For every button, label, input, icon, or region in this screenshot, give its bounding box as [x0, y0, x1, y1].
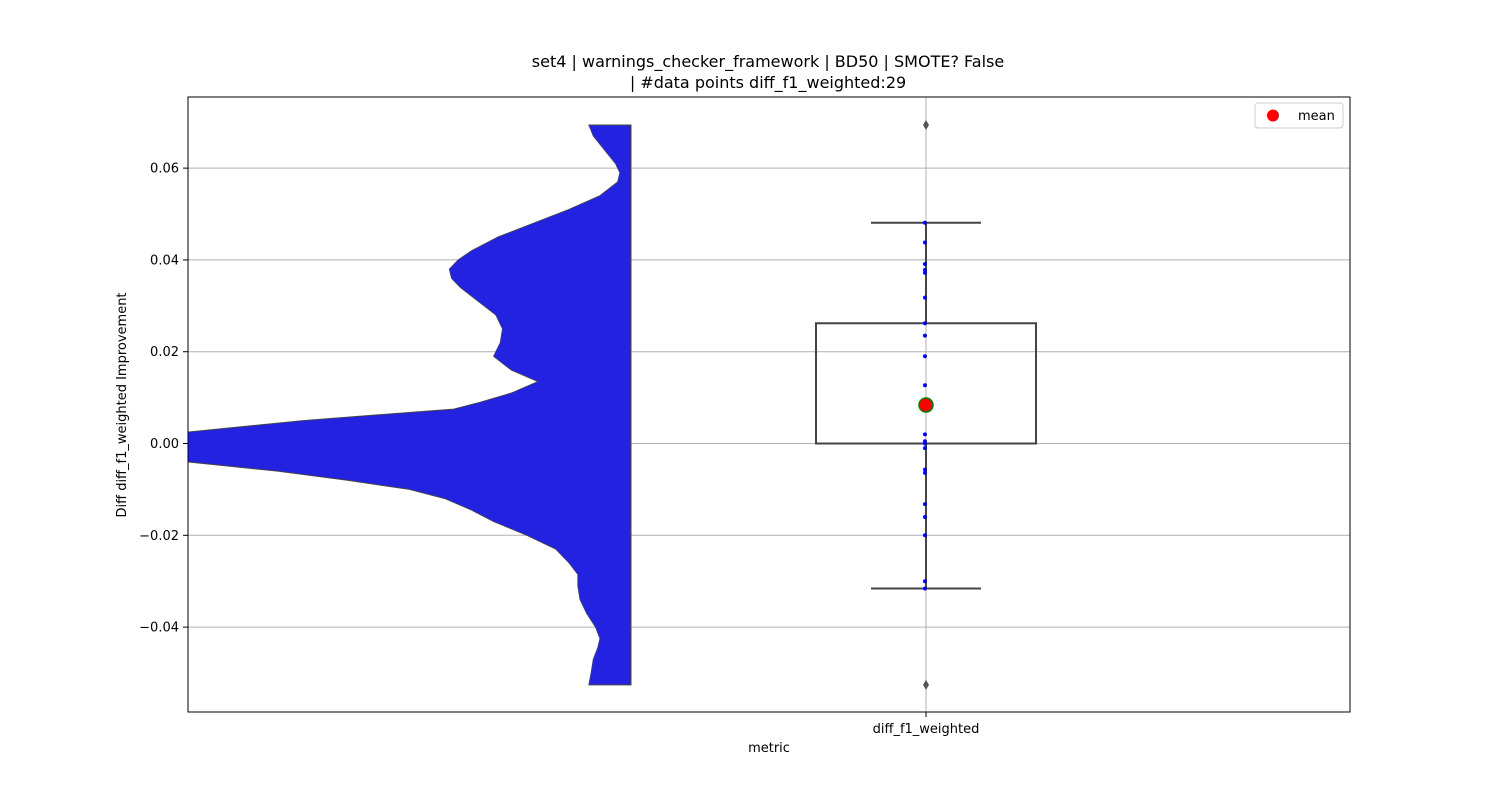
data-point	[923, 470, 927, 475]
data-point	[923, 446, 927, 451]
y-tick-label: −0.02	[139, 529, 179, 544]
data-point	[923, 240, 927, 245]
outlier-point	[923, 119, 929, 130]
mean-marker	[918, 397, 934, 413]
chart-title-line1: set4 | warnings_checker_framework | BD50…	[532, 52, 1004, 72]
data-point	[923, 295, 927, 300]
legend-mean-label: mean	[1298, 109, 1335, 124]
data-point	[923, 441, 927, 446]
x-axis-label: metric	[748, 741, 790, 756]
grid-lines	[188, 97, 1350, 712]
data-point	[923, 270, 927, 275]
outlier-point	[923, 679, 929, 690]
y-axis-label: Diff diff_f1_weighted Improvement	[115, 292, 130, 517]
y-tick-label: −0.04	[139, 621, 179, 636]
data-point	[923, 354, 927, 359]
x-tick-label: diff_f1_weighted	[873, 722, 980, 737]
violin-body	[187, 124, 632, 686]
data-point	[923, 579, 927, 584]
y-tick-label: 0.02	[150, 345, 179, 360]
data-point	[923, 220, 927, 225]
data-point	[923, 383, 927, 388]
y-tick-label: 0.06	[150, 162, 179, 177]
legend-mean-marker	[1267, 109, 1279, 122]
data-point	[923, 533, 927, 538]
plot-frame	[187, 96, 1351, 713]
data-point	[923, 467, 927, 472]
legend: mean	[1254, 102, 1344, 129]
data-point	[923, 432, 927, 437]
legend-frame	[1254, 102, 1344, 129]
y-tick-label: 0.00	[150, 437, 179, 452]
data-point	[923, 586, 927, 591]
y-tick-label: 0.04	[150, 253, 179, 268]
data-point	[923, 268, 927, 273]
data-point	[923, 262, 927, 267]
data-point	[923, 333, 927, 338]
x-axis-ticks: diff_f1_weighted	[873, 712, 980, 737]
chart-title-line2: | #data points diff_f1_weighted:29	[630, 73, 906, 93]
violin-plot	[187, 124, 632, 686]
data-point	[923, 502, 927, 507]
strip-points	[918, 220, 934, 591]
data-point	[923, 321, 927, 326]
y-axis-ticks: −0.04 −0.02 0.00 0.02 0.04 0.06	[139, 162, 188, 636]
data-point	[923, 514, 927, 519]
